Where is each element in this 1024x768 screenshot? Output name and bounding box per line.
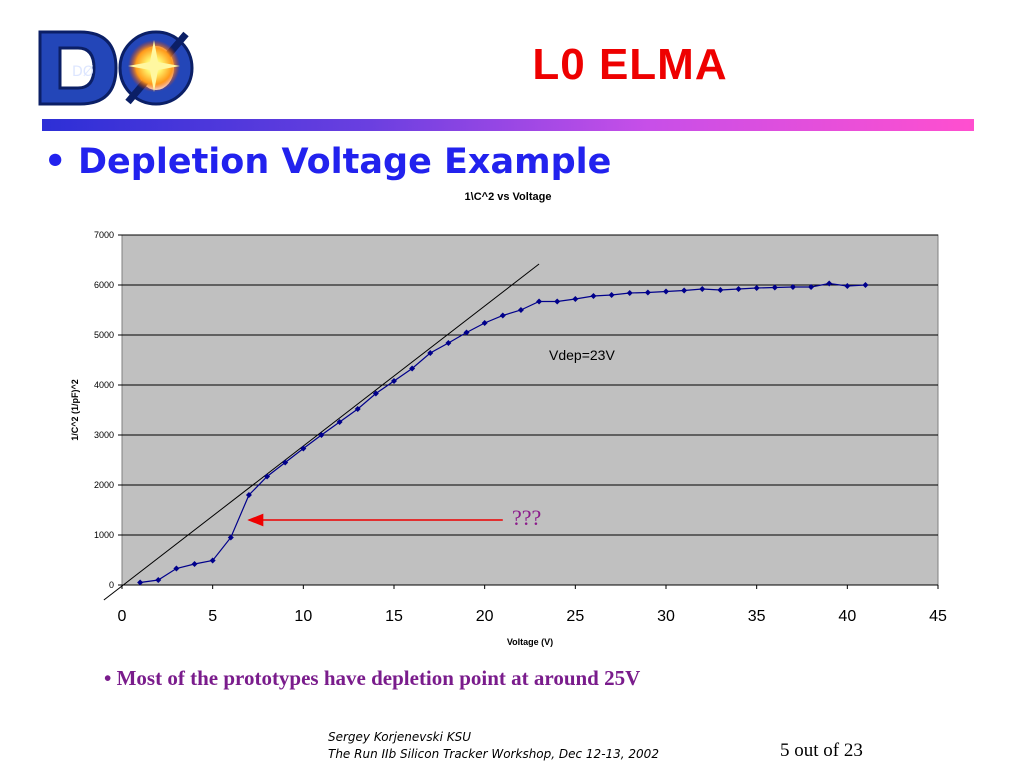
y-tick-label: 1000	[94, 530, 114, 540]
y-tick-label: 3000	[94, 430, 114, 440]
data-point	[372, 390, 379, 397]
plot-area	[121, 234, 939, 586]
chart-title: 1\C^2 vs Voltage	[465, 191, 552, 203]
x-tick-label: 0	[118, 608, 127, 625]
data-point	[391, 378, 397, 384]
data-point	[245, 492, 252, 498]
data-point	[735, 286, 742, 292]
heading-bullet: •	[44, 142, 67, 182]
data-point	[173, 565, 180, 572]
page-number: 5 out of 23	[780, 740, 863, 761]
data-point	[227, 534, 234, 541]
question-annotation: ???	[512, 505, 542, 530]
data-point	[209, 557, 216, 564]
y-tick-label: 4000	[94, 380, 114, 390]
data-point	[536, 298, 543, 305]
x-tick-label: 20	[476, 608, 494, 625]
data-point	[264, 473, 271, 480]
data-point	[427, 350, 434, 356]
data-point	[336, 419, 343, 425]
footer-event: The Run IIb Silicon Tracker Workshop, De…	[328, 747, 659, 761]
svg-text:DØ: DØ	[72, 64, 94, 80]
x-tick-label: 15	[385, 608, 403, 625]
data-point	[318, 432, 325, 438]
data-point	[463, 329, 470, 336]
y-tick-label: 6000	[94, 280, 114, 290]
slide-heading: • Depletion Voltage Example	[44, 142, 611, 182]
data-point	[608, 292, 615, 298]
data-point	[808, 284, 815, 290]
data-point	[789, 284, 796, 290]
data-point	[300, 445, 307, 452]
data-point	[354, 406, 361, 412]
x-tick-label: 40	[838, 608, 856, 625]
y-tick-label: 7000	[94, 230, 114, 240]
data-point	[681, 287, 688, 294]
y-tick-label: 0	[109, 580, 114, 590]
summary-note: • Most of the prototypes have depletion …	[104, 666, 641, 690]
y-tick-label: 2000	[94, 480, 114, 490]
title-divider	[42, 119, 974, 131]
data-point	[445, 340, 452, 346]
x-tick-label: 5	[208, 608, 217, 625]
data-point	[191, 561, 198, 567]
x-tick-label: 10	[294, 608, 312, 625]
data-point	[862, 282, 869, 288]
data-point	[499, 312, 506, 319]
data-point	[137, 579, 144, 586]
y-tick-label: 5000	[94, 330, 114, 340]
heading-text: Depletion Voltage Example	[78, 142, 612, 182]
x-tick-label: 45	[929, 608, 947, 625]
data-point	[644, 289, 651, 296]
data-point	[517, 307, 524, 313]
x-axis-label: Voltage (V)	[507, 637, 553, 647]
data-point	[554, 298, 561, 305]
data-point	[481, 320, 488, 326]
data-point	[409, 365, 416, 372]
data-point	[771, 284, 778, 291]
data-point	[826, 280, 833, 287]
footer-author: Sergey Korjenevski KSU	[328, 730, 471, 744]
data-point	[753, 285, 760, 291]
data-point	[155, 577, 162, 583]
data-point	[844, 283, 851, 289]
y-axis-label: 1/C^2 (1/pF)^2	[70, 379, 80, 441]
x-tick-label: 35	[748, 608, 766, 625]
data-point	[699, 286, 706, 292]
data-point	[572, 296, 579, 302]
data-point	[626, 290, 633, 296]
data-point	[282, 459, 289, 466]
slide-title: L0 ELMA	[532, 40, 728, 89]
data-point	[717, 287, 724, 293]
footer-credits: Sergey Korjenevski KSU The Run IIb Silic…	[328, 729, 659, 763]
x-tick-label: 25	[566, 608, 584, 625]
data-point	[663, 288, 669, 295]
d0-logo: DØ	[38, 30, 194, 106]
x-tick-label: 30	[657, 608, 675, 625]
vdep-annotation: Vdep=23V	[549, 347, 615, 363]
data-point	[590, 293, 597, 299]
